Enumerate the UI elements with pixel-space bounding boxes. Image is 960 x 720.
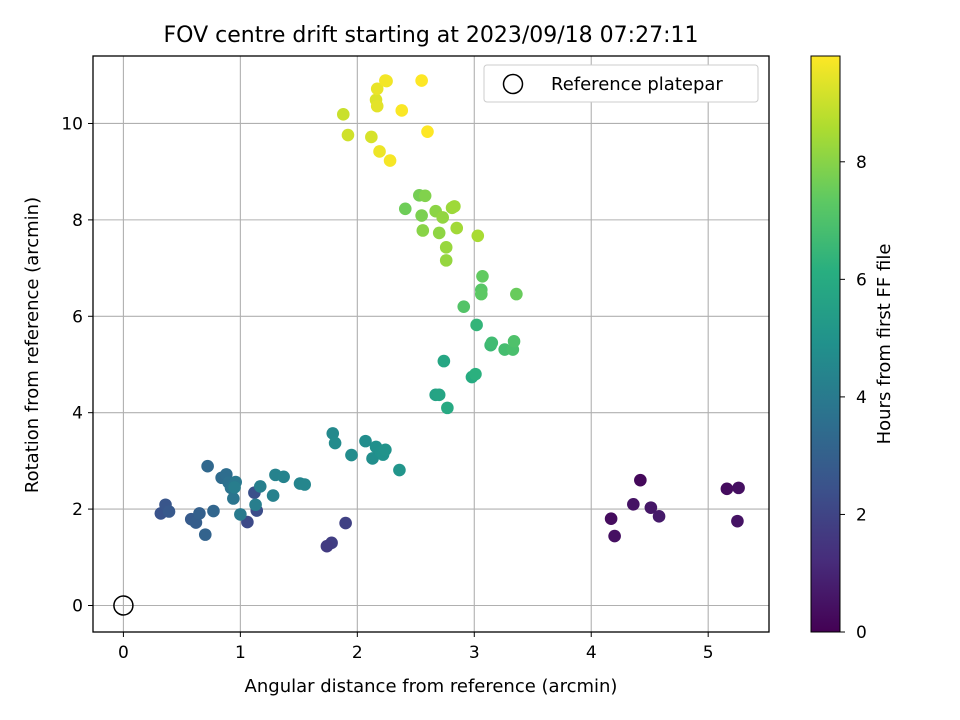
y-tick-label: 8 [72, 211, 83, 231]
data-point [198, 528, 212, 541]
data-point [370, 82, 384, 96]
x-tick-label: 5 [703, 643, 714, 663]
data-point [627, 497, 640, 511]
data-point [474, 287, 488, 301]
data-point [298, 478, 311, 491]
data-point [432, 226, 446, 240]
data-point [471, 229, 485, 243]
data-point [720, 482, 734, 496]
data-point [437, 354, 451, 368]
y-axis-ticks: 0 2 4 6 8 10 [61, 114, 93, 616]
y-tick-label: 0 [72, 596, 83, 616]
data-point [731, 514, 744, 528]
x-axis-ticks: 0 1 2 3 4 5 [118, 632, 714, 663]
legend-marker-icon [502, 73, 524, 95]
data-point [432, 388, 446, 402]
data-points [154, 74, 745, 553]
data-point [644, 501, 658, 514]
data-point [439, 254, 453, 267]
data-point [266, 489, 280, 502]
reference-point-marker [113, 595, 134, 616]
data-point [379, 443, 392, 457]
data-point [634, 473, 647, 487]
data-point [207, 504, 220, 518]
data-point [201, 459, 214, 473]
x-axis-label: Angular distance from reference (arcmin) [245, 676, 618, 697]
data-point [393, 463, 406, 477]
colorbar-label: Hours from first FF file [874, 244, 895, 445]
data-point [421, 125, 434, 138]
data-point [441, 401, 454, 415]
data-point [328, 436, 342, 450]
x-tick-label: 1 [235, 643, 246, 663]
data-point [253, 480, 267, 493]
data-point [228, 481, 241, 494]
grid-lines [93, 56, 769, 632]
data-point [193, 507, 206, 520]
colorbar-gradient [810, 55, 841, 633]
data-point [415, 209, 428, 222]
colorbar-tick-label: 8 [856, 153, 867, 173]
legend-box [483, 64, 759, 103]
colorbar-tick-label: 4 [856, 388, 867, 408]
data-point [373, 145, 386, 158]
data-point [395, 104, 409, 117]
data-point [277, 470, 290, 484]
data-point [510, 287, 523, 301]
legend: Reference platepar [483, 64, 759, 103]
data-point [732, 481, 745, 495]
data-point [418, 189, 432, 203]
data-point [652, 510, 666, 523]
y-axis-label: Rotation from reference (arcmin) [22, 197, 43, 493]
y-tick-label: 6 [72, 307, 83, 327]
data-point [336, 108, 350, 121]
legend-entry-label: Reference platepar [551, 74, 723, 95]
x-tick-label: 0 [118, 643, 129, 663]
data-point [234, 508, 247, 521]
y-tick-label: 4 [72, 404, 83, 424]
data-point [249, 498, 262, 512]
data-point [604, 512, 618, 526]
data-point [379, 74, 392, 87]
data-point [320, 539, 334, 553]
data-point [345, 448, 358, 462]
colorbar-ticks: 0 2 4 6 8 [840, 153, 867, 643]
data-point [608, 529, 621, 543]
data-point [227, 492, 240, 505]
data-point [339, 516, 352, 530]
x-tick-label: 2 [352, 643, 363, 663]
data-point [450, 221, 464, 235]
data-point [448, 200, 461, 213]
plot-area-frame [92, 55, 770, 633]
chart-title: FOV centre drift starting at 2023/09/18 … [164, 23, 699, 48]
data-point [485, 336, 499, 350]
data-point [457, 300, 471, 313]
colorbar-tick-label: 2 [856, 505, 867, 525]
x-tick-label: 3 [469, 643, 480, 663]
data-point [415, 74, 428, 87]
data-point [365, 130, 378, 144]
data-point [370, 99, 384, 113]
data-point [162, 505, 176, 518]
data-point [398, 202, 412, 216]
data-point [439, 241, 453, 254]
data-point [326, 427, 340, 440]
data-point [359, 434, 372, 448]
colorbar: 0 2 4 6 8 Hours from first FF file [810, 55, 895, 643]
data-point [416, 224, 430, 237]
data-point [476, 269, 489, 283]
data-point [383, 154, 397, 167]
data-point [470, 318, 483, 332]
y-tick-label: 10 [61, 114, 83, 134]
colorbar-tick-label: 6 [856, 270, 867, 290]
data-point [469, 367, 482, 381]
data-point [507, 335, 521, 348]
x-tick-label: 4 [586, 643, 597, 663]
colorbar-tick-label: 0 [856, 623, 867, 643]
data-point [436, 211, 449, 224]
y-tick-label: 2 [72, 500, 83, 520]
data-point [341, 128, 355, 142]
